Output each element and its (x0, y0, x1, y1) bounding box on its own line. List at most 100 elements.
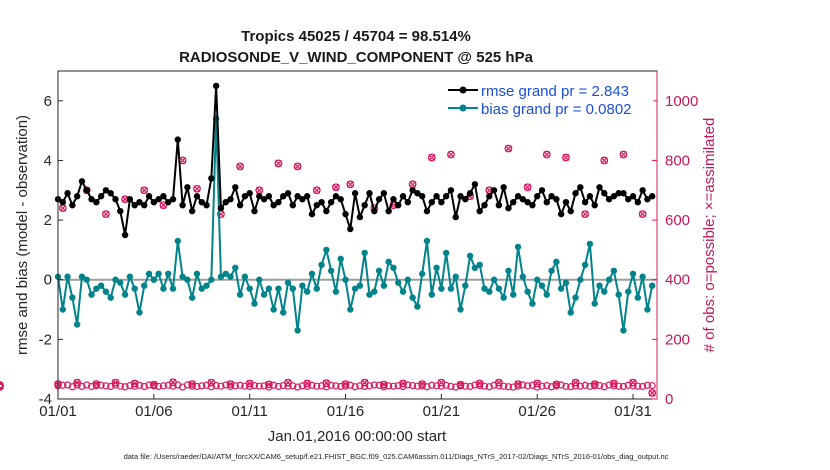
obs-assimilated-cross (610, 380, 618, 387)
obs-possible-point (102, 382, 110, 390)
rmse-point (174, 136, 181, 143)
rmse-point (423, 207, 431, 215)
obs-possible-point (236, 381, 244, 389)
bias-point (529, 300, 536, 307)
obs-assimilated-point (523, 183, 532, 192)
bias-series-layer (54, 115, 656, 334)
bias-point (543, 291, 550, 298)
bias-point (639, 273, 646, 280)
rmse-point (69, 201, 76, 209)
bias-point (184, 276, 191, 283)
bias-point (64, 273, 71, 280)
bias-point (634, 294, 642, 301)
obs-assimilated-cross (543, 151, 551, 158)
x-tick-label: 01/26 (518, 403, 556, 420)
rmse-point (126, 196, 134, 203)
obs-assimilated-ring (303, 379, 312, 388)
bias-point (442, 249, 450, 257)
rmse-point (188, 207, 196, 215)
data-file-footer: data file: /Users/raeder/DAI/ATM_forcXX/… (124, 452, 669, 461)
rmse-point (452, 213, 459, 221)
bias-point (131, 285, 138, 292)
bias-point (572, 294, 579, 301)
bias-point (428, 291, 435, 298)
y-axis-label: rmse and bias (model - observation) (14, 115, 31, 355)
rmse-point (428, 199, 435, 206)
bias-point (514, 243, 522, 251)
obs-assimilated-point (437, 378, 446, 387)
obs-assimilated-point (418, 380, 427, 388)
obs-assimilated-cross (447, 151, 455, 158)
obs-assimilated-cross (131, 380, 139, 387)
bias-point (538, 282, 546, 289)
obs-assimilated-ring (609, 379, 618, 388)
obs-assimilated-cross (581, 210, 589, 218)
rmse-point (351, 190, 359, 197)
rmse-point (169, 196, 177, 203)
bias-point (486, 288, 493, 295)
obs-assimilated-point (73, 378, 82, 387)
chart-subtitle: RADIOSONDE_V_WIND_COMPONENT @ 525 hPa (179, 49, 534, 66)
obs-assimilated-ring (341, 380, 350, 388)
obs-assimilated-ring (322, 379, 331, 388)
obs-assimilated-cross (476, 380, 484, 387)
obs-possible-point (389, 382, 398, 390)
rmse-point (634, 199, 642, 206)
bias-point (457, 306, 464, 313)
bias-point (102, 288, 110, 295)
rmse-point (466, 190, 474, 197)
obs-possible-point (116, 382, 124, 390)
bias-point (160, 285, 167, 292)
bias-point (471, 264, 479, 271)
y-right-tick-label: 0 (665, 391, 673, 408)
bias-point (246, 285, 253, 292)
y-tick-label: 6 (44, 93, 52, 110)
bias-point (179, 273, 186, 280)
rmse-point (442, 193, 450, 200)
rmse-point (399, 193, 407, 200)
bias-point (318, 261, 325, 269)
obs-assimilated-point (600, 156, 609, 165)
rmse-point (649, 193, 656, 200)
obs-possible-point (370, 381, 378, 389)
bias-point (188, 294, 196, 301)
rmse-point (404, 199, 412, 206)
bias-point (371, 288, 378, 295)
bias-point (198, 285, 205, 292)
obs-possible-point (63, 381, 72, 389)
obs-possible-point (140, 382, 148, 391)
bias-point (174, 237, 181, 245)
rmse-point (615, 190, 622, 197)
x-tick-label: 01/16 (327, 403, 365, 420)
obs-assimilated-ring (590, 380, 599, 388)
obs-assimilated-point (427, 153, 436, 162)
obs-assimilated-cross (332, 183, 340, 191)
bias-point (97, 282, 105, 289)
bias-point (308, 270, 316, 277)
obs-assimilated-ring (284, 378, 292, 387)
obs-assimilated-point (264, 380, 273, 389)
rmse-point (236, 201, 244, 209)
bias-point (337, 255, 344, 263)
bias-point (581, 261, 589, 269)
obs-assimilated-ring (552, 380, 561, 389)
x-axis-label: Jan.01,2016 00:00:00 start (268, 428, 447, 445)
rmse-point (457, 193, 464, 200)
obs-assimilated-ring (514, 380, 522, 388)
obs-assimilated-point (399, 379, 407, 388)
bias-point (280, 309, 287, 316)
bias-point (107, 294, 114, 301)
obs-assimilated-point (504, 144, 513, 153)
obs-assimilated-cross (437, 379, 445, 387)
bias-point (519, 273, 527, 280)
rmse-point (620, 190, 627, 197)
rmse-point (150, 199, 158, 206)
bias-point (342, 276, 349, 283)
obs-assimilated-point (245, 379, 254, 388)
obs-assimilated-ring (456, 380, 465, 389)
bias-point (121, 291, 129, 298)
obs-assimilated-cross (380, 381, 388, 389)
rmse-point (222, 199, 229, 206)
rmse-point (83, 187, 90, 194)
